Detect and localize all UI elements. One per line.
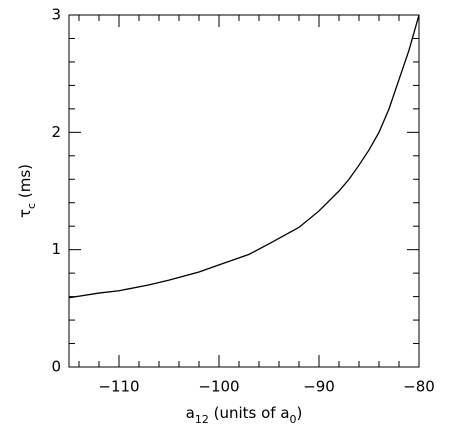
x-axis-label: a12 (units of a0) [186,404,303,426]
label-text: (ms) [16,164,34,203]
y-tick-label: 2 [51,123,61,141]
label-text: a [186,404,195,422]
subscript: 0 [290,413,297,426]
y-tick-label: 1 [51,240,61,258]
x-tick-label: −100 [198,378,239,396]
x-tick-label: −80 [403,378,435,396]
subscript: 12 [195,413,209,426]
plot-frame [68,14,420,368]
y-tick-label: 3 [51,6,61,24]
label-text: τ [16,209,34,218]
label-text: ) [297,404,303,422]
curve [68,14,420,299]
y-tick-label: 0 [51,358,61,376]
x-tick-label: −90 [303,378,335,396]
label-text: (units of a [209,404,290,422]
subscript: c [25,203,38,209]
y-axis-label: τc (ms) [16,164,38,218]
x-tick-label: −110 [98,378,139,396]
